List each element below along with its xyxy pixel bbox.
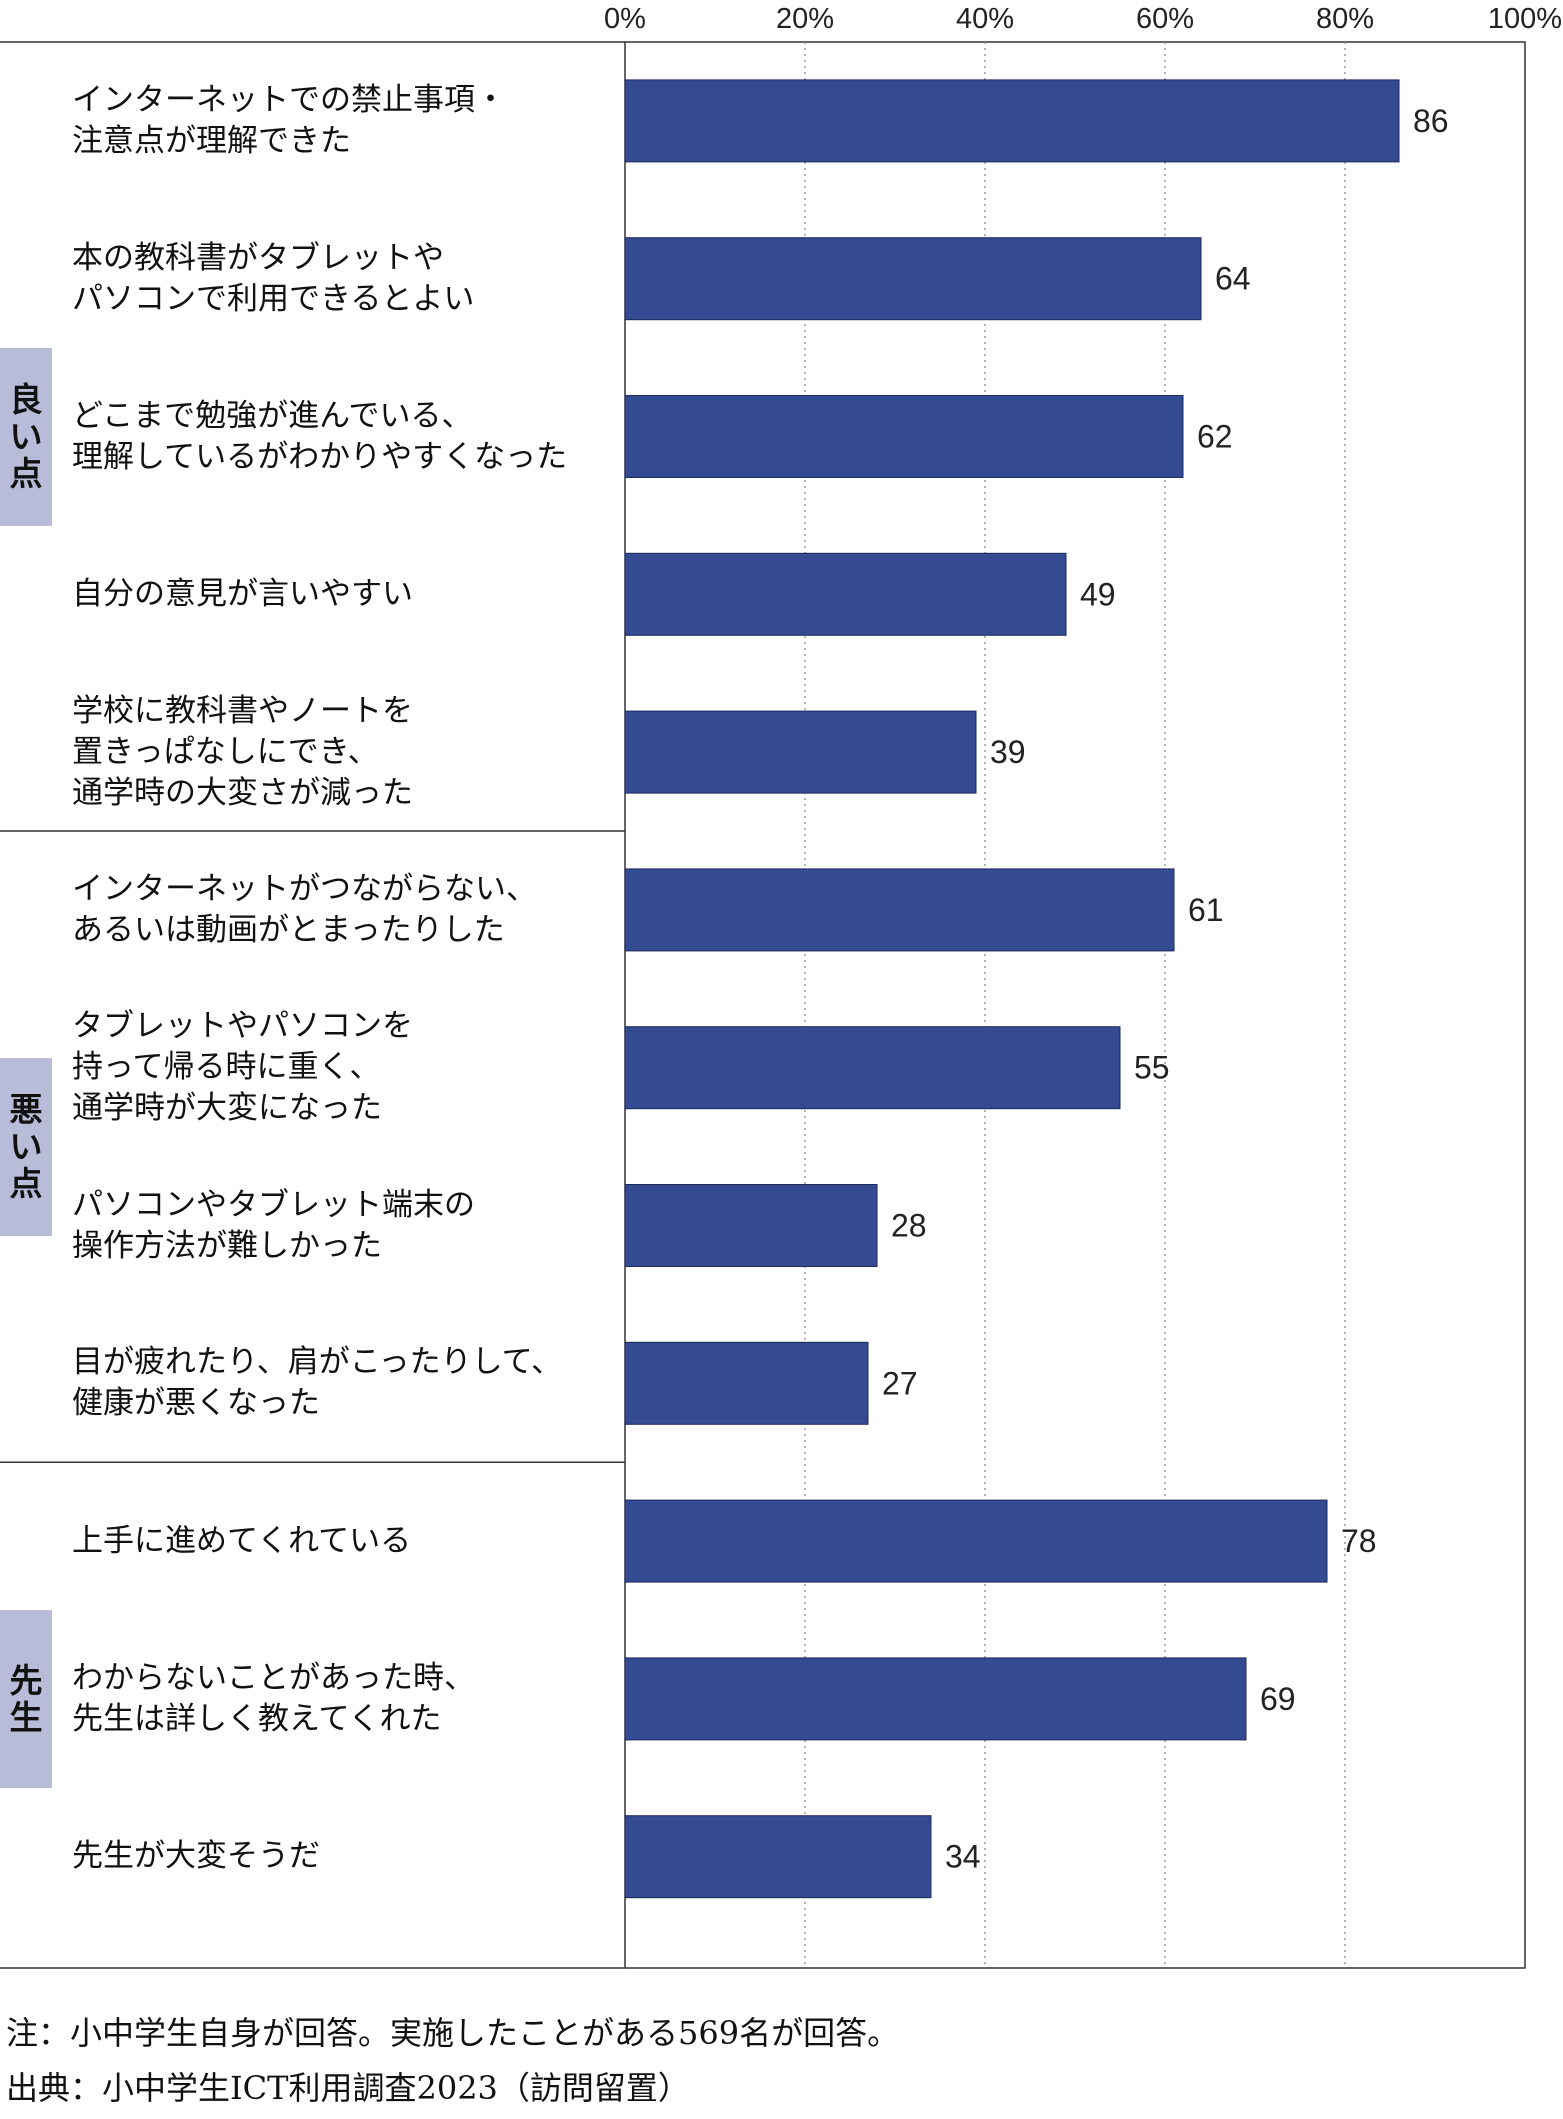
bar	[624, 1499, 1328, 1583]
x-tick-label: 100%	[1488, 3, 1562, 35]
bar	[624, 395, 1184, 478]
bar	[624, 1815, 932, 1899]
bar-value-label: 55	[1134, 1050, 1170, 1086]
bar	[624, 710, 977, 794]
bar-value-label: 34	[945, 1839, 981, 1875]
bar	[624, 237, 1202, 321]
chart-source: 出典：小中学生ICT利用調査2023（訪問留置）	[6, 2069, 690, 2107]
category-label: 目が疲れたり、肩がこったりして、 健康が悪くなった	[72, 1344, 563, 1422]
category-label: どこまで勉強が進んでいる、 理解しているがわかりやすくなった	[72, 397, 568, 475]
bar	[624, 79, 1400, 163]
bar-value-label: 39	[990, 734, 1026, 770]
bar-value-label: 28	[891, 1208, 927, 1244]
bar	[624, 552, 1067, 636]
x-tick-label: 20%	[776, 3, 834, 35]
bar-value-label: 69	[1260, 1681, 1296, 1717]
bar-value-label: 64	[1215, 261, 1251, 297]
bar	[624, 868, 1175, 952]
category-label: パソコンやタブレット端末の 操作方法が難しかった	[72, 1186, 475, 1264]
x-tick-label: 40%	[956, 3, 1014, 35]
category-label: 上手に進めてくれている	[72, 1522, 412, 1559]
category-label: 本の教科書がタブレットや パソコンで利用できるとよい	[72, 239, 475, 317]
bar	[624, 1657, 1247, 1741]
bar	[624, 1026, 1121, 1110]
bar-value-label: 78	[1341, 1523, 1377, 1559]
bar-value-label: 49	[1080, 576, 1116, 612]
category-label: 先生が大変そうだ	[72, 1838, 320, 1875]
bar-value-label: 62	[1197, 419, 1233, 455]
x-tick-label: 0%	[604, 3, 646, 35]
category-label: インターネットがつながらない、 あるいは動画がとまったりした	[72, 870, 537, 948]
group-label: 先生	[0, 1609, 52, 1788]
group-label: 悪い点	[0, 1057, 52, 1236]
bar-value-label: 61	[1188, 892, 1224, 928]
x-tick-label: 60%	[1136, 3, 1194, 35]
category-label: インターネットでの禁止事項・ 注意点が理解できた	[72, 81, 506, 159]
bar-value-label: 86	[1413, 103, 1449, 139]
bar	[624, 1341, 869, 1425]
group-label: 良い点	[0, 347, 52, 526]
category-label: タブレットやパソコンを 持って帰る時に重く、 通学時が大変になった	[72, 1008, 413, 1127]
chart-note: 注：小中学生自身が回答。実施したことがある569名が回答。	[6, 2014, 900, 2052]
plot-frame	[624, 41, 1526, 1969]
x-tick-label: 80%	[1316, 3, 1374, 35]
category-label: わからないことがあった時、 先生は詳しく教えてくれた	[72, 1659, 475, 1737]
category-label: 学校に教科書やノートを 置きっぱなしにでき、 通学時の大変さが減った	[72, 692, 413, 811]
category-label: 自分の意見が言いやすい	[72, 575, 413, 612]
bar-value-label: 27	[882, 1365, 918, 1401]
bar	[624, 1184, 878, 1267]
